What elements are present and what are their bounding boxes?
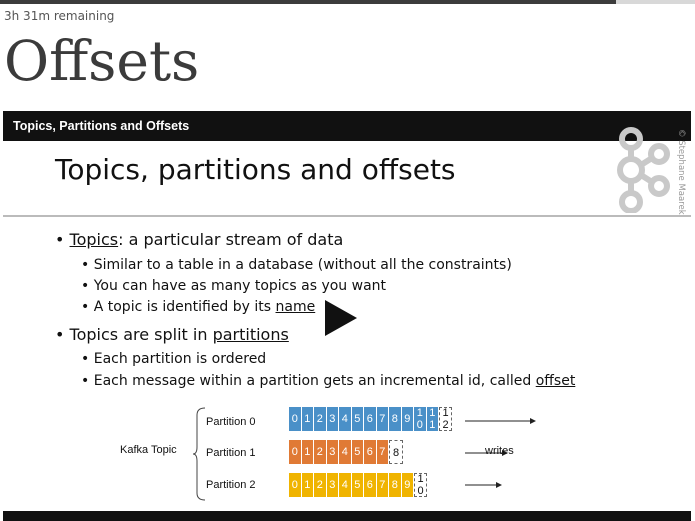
offset-cell: 6 [364, 473, 376, 497]
bullet-offset: • Each message within a partition gets a… [81, 373, 575, 389]
player-title: Topics, Partitions and Offsets [13, 119, 190, 133]
bullet-many-topics: • You can have as many topics as you wan… [81, 278, 386, 294]
writes-label: writes [485, 445, 514, 457]
bullet-dot: • [81, 257, 94, 273]
bullet-dot: • [55, 230, 70, 249]
bullet-partitions: • Topics are split in partitions [55, 325, 289, 344]
bullet-keyword: offset [535, 373, 576, 389]
player-control-bar[interactable] [3, 511, 691, 521]
offset-cell: 0 [289, 440, 301, 464]
offset-cell: 3 [326, 440, 338, 464]
bullet-text: Similar to a table in a database (withou… [93, 257, 512, 273]
next-offset-cell: 0 [417, 485, 424, 497]
offset-cell: 0 [289, 407, 301, 431]
course-progress-track [0, 0, 695, 4]
offset-cell: 1 [414, 407, 426, 419]
offset-cell: 6 [364, 440, 376, 464]
next-offset-cell: 1 [442, 407, 449, 419]
next-offset-outline [439, 407, 452, 431]
offset-cell: 5 [351, 407, 363, 431]
time-remaining: 3h 31m remaining [4, 9, 115, 23]
write-arrows [465, 418, 536, 488]
offset-cell: 2 [314, 407, 326, 431]
next-offset-outline [414, 473, 427, 497]
offset-cell: 1 [301, 407, 313, 431]
offset-cell: 7 [376, 473, 388, 497]
next-offset-cell: 2 [442, 419, 449, 431]
bullet-text: : a particular stream of data [118, 230, 344, 249]
next-offset-cell: 1 [417, 473, 424, 485]
bullet-dot: • [81, 278, 94, 294]
offset-cell: 8 [389, 473, 401, 497]
copyright-notice: © Stephane Maarek [676, 129, 686, 215]
offset-cell: 7 [376, 407, 388, 431]
offset-cell: 1 [426, 419, 438, 431]
bullet-text: Topics are split in [69, 325, 213, 344]
offset-cell: 0 [289, 473, 301, 497]
bullet-keyword: Topics [69, 230, 119, 249]
slide-heading: Topics, partitions and offsets [55, 153, 456, 186]
lecture-title: Offsets [4, 29, 200, 93]
offset-cell: 9 [401, 407, 413, 431]
offset-cell: 2 [314, 473, 326, 497]
offset-cell: 6 [364, 407, 376, 431]
offset-cell: 1 [301, 440, 313, 464]
bullet-ordered: • Each partition is ordered [81, 351, 266, 367]
bullet-keyword: partitions [212, 325, 289, 344]
offset-cell: 5 [351, 440, 363, 464]
course-progress-fill [0, 0, 616, 4]
bullet-table: • Similar to a table in a database (with… [81, 257, 512, 273]
bullet-name: • A topic is identified by its name [81, 299, 315, 315]
bullet-text: Each message within a partition gets an … [93, 373, 536, 389]
offset-cell: 4 [339, 407, 351, 431]
bullet-dot: • [55, 325, 70, 344]
play-icon[interactable] [323, 298, 359, 338]
offset-cell: 4 [339, 473, 351, 497]
bullet-dot: • [81, 351, 94, 367]
next-offset-cell: 8 [389, 440, 403, 464]
kafka-topic-label: Kafka Topic [120, 444, 177, 456]
copyright-text: © Stephane Maarek [676, 129, 686, 215]
bullet-text: You can have as many topics as you want [93, 278, 387, 294]
offset-cell: 4 [339, 440, 351, 464]
partition-2-label: Partition 2 [206, 479, 256, 491]
offset-cell: 1 [301, 473, 313, 497]
bullet-topics: • Topics: a particular stream of data [55, 230, 343, 249]
topic-brace [193, 407, 206, 501]
player-title-bar: Topics, Partitions and Offsets [3, 111, 691, 141]
offset-cell: 8 [389, 407, 401, 431]
kafka-logo-icon [617, 127, 670, 213]
bullet-dot: • [81, 373, 94, 389]
offset-cell: 1 [426, 407, 438, 419]
offset-cell: 2 [314, 440, 326, 464]
bullet-text: A topic is identified by its [93, 299, 276, 315]
video-player[interactable]: Topics, Partitions and Offsets Topics, p… [3, 111, 691, 521]
bullet-text: Each partition is ordered [93, 351, 267, 367]
offset-cell: 0 [414, 419, 426, 431]
slide-divider [3, 215, 691, 217]
offset-cell: 9 [401, 473, 413, 497]
partition-1-label: Partition 1 [206, 447, 256, 459]
offset-cell: 3 [326, 473, 338, 497]
offset-cell: 3 [326, 407, 338, 431]
offset-cell: 7 [376, 440, 388, 464]
partition-0-label: Partition 0 [206, 416, 256, 428]
bullet-keyword: name [275, 299, 316, 315]
bullet-dot: • [81, 299, 94, 315]
offset-cell: 5 [351, 473, 363, 497]
